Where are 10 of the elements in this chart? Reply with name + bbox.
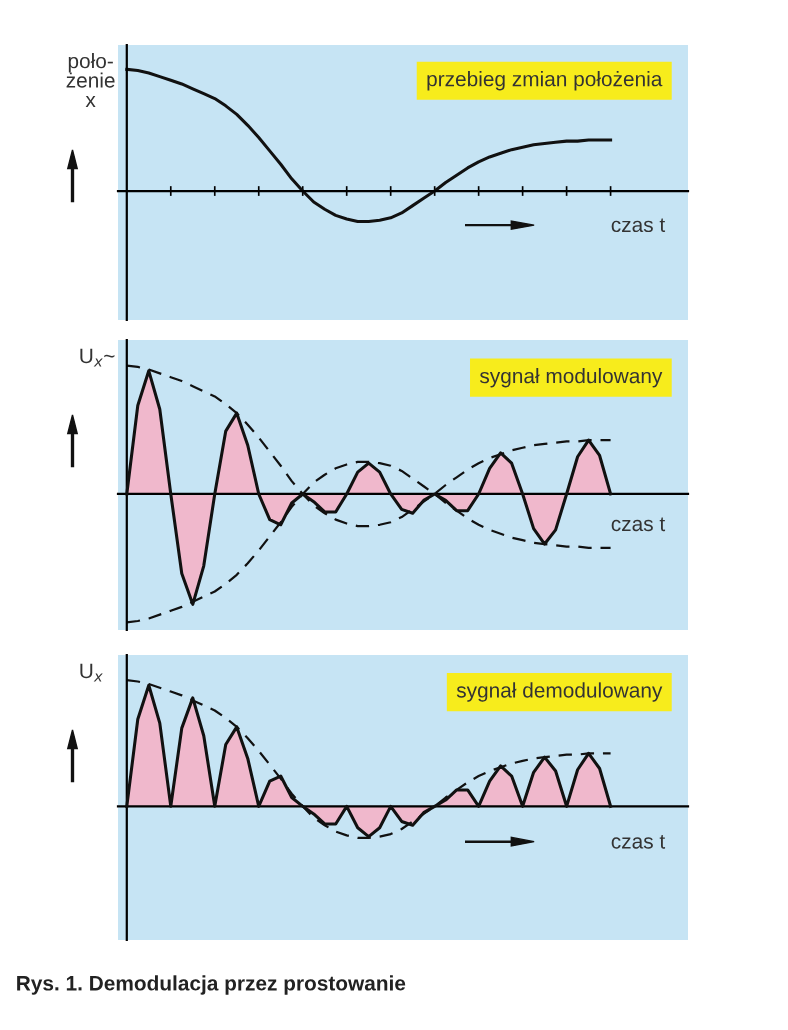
y-axis-title: U$_{x}$: [80, 663, 103, 682]
chart-title: przebieg zmian położenia: [427, 71, 663, 91]
x-axis-title: czas t: [611, 218, 666, 233]
x-axis-title: czas t: [611, 517, 666, 532]
x-axis-title: czas t: [611, 835, 666, 849]
y-axis-title: U$_{x}$~: [80, 348, 115, 367]
chart-title: sygnał demodulowany: [456, 682, 663, 702]
chart-title: sygnał modulowany: [479, 367, 663, 388]
y-axis-title: poło- żenie x: [66, 53, 115, 107]
text: Rys. 1. Demodulacja przez prostowanie: [17, 975, 406, 995]
